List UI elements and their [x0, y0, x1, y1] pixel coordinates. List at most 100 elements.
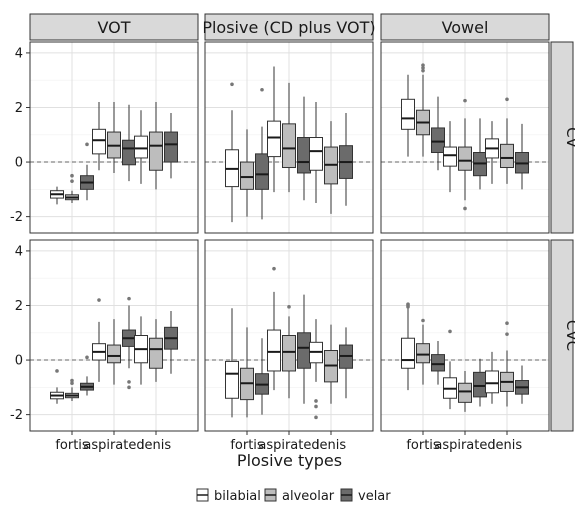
box-velar — [339, 327, 353, 399]
box-iqr — [282, 123, 296, 169]
box-alveolar — [107, 319, 121, 385]
box-alveolar — [149, 102, 163, 190]
outlier-point — [505, 332, 509, 336]
facet-column-label: Vowel — [442, 18, 489, 37]
x-tick-label: aspirated — [258, 438, 319, 453]
box-alveolar — [416, 63, 430, 157]
box-iqr — [164, 131, 178, 163]
box-alveolar — [458, 98, 472, 211]
box-alveolar — [149, 319, 163, 382]
x-tick-label: aspirated — [434, 438, 495, 453]
x-tick-label: lenis — [492, 438, 522, 453]
outlier-point — [127, 296, 131, 301]
box-velar — [473, 118, 487, 190]
box-alveolar — [65, 173, 79, 203]
outlier-point — [463, 206, 467, 211]
x-tick-label: aspirated — [83, 438, 144, 453]
outlier-point — [70, 179, 74, 183]
legend-label: alveolar — [282, 489, 335, 504]
box-velar — [339, 112, 353, 206]
facet-strip-row: CVC — [550, 239, 575, 432]
facet-strip-column: Plosive (CD plus VOT) — [202, 13, 376, 41]
outlier-point — [97, 298, 101, 302]
y-tick-label: 0 — [15, 156, 23, 171]
box-bilabial — [50, 186, 64, 205]
box-velar — [164, 310, 178, 374]
outlier-point — [406, 303, 410, 308]
outlier-point — [314, 399, 318, 403]
box-bilabial — [267, 266, 281, 391]
legend-item: alveolar — [264, 488, 335, 504]
outlier-point — [421, 68, 425, 73]
outlier-point — [70, 381, 74, 386]
outlier-point — [421, 66, 425, 70]
box-iqr — [255, 153, 269, 190]
box-alveolar — [324, 121, 338, 214]
box-bilabial — [485, 351, 499, 404]
panel-border — [380, 41, 550, 234]
box-bilabial — [401, 74, 415, 157]
box-velar — [80, 142, 94, 201]
facet-row-label: CVC — [563, 320, 575, 351]
outlier-point — [230, 82, 234, 87]
box-velar — [255, 87, 269, 220]
x-tick-label: fortis — [230, 438, 264, 453]
box-iqr — [473, 371, 487, 398]
y-tick-label: -2 — [10, 210, 23, 225]
box-iqr — [92, 128, 106, 155]
y-tick-label: 0 — [15, 354, 23, 369]
outlier-point — [272, 266, 276, 271]
outlier-point — [260, 87, 264, 92]
box-velar — [164, 112, 178, 179]
box-bilabial — [309, 102, 323, 203]
box-velar — [515, 123, 529, 190]
box-velar — [297, 294, 311, 404]
box-velar — [297, 96, 311, 201]
box-bilabial — [92, 102, 106, 171]
outlier-point — [421, 318, 425, 323]
panel-border — [29, 41, 199, 234]
box-iqr — [149, 337, 163, 369]
box-iqr — [500, 143, 514, 169]
y-tick-label: 4 — [15, 244, 23, 259]
box-alveolar — [416, 318, 430, 385]
box-iqr — [225, 360, 239, 399]
facet-strip-column: VOT — [29, 13, 199, 41]
x-tick-label: fortis — [406, 438, 440, 453]
box-velar — [80, 355, 94, 396]
facet-strip-background — [204, 13, 374, 41]
box-iqr — [134, 135, 148, 159]
box-bilabial — [485, 121, 499, 184]
y-tick-label: 2 — [15, 101, 23, 116]
legend-label: velar — [358, 489, 391, 504]
y-tick-label: 4 — [15, 46, 23, 61]
facet-column-label: Plosive (CD plus VOT) — [202, 18, 375, 37]
legend-item: velar — [340, 488, 391, 504]
facet-strip-row: CV — [550, 41, 575, 234]
x-tick-label: fortis — [55, 438, 89, 453]
facet-strip-background — [29, 13, 199, 41]
box-velar — [515, 365, 529, 404]
box-iqr — [282, 335, 296, 372]
outlier-point — [55, 369, 59, 373]
outlier-point — [85, 355, 89, 360]
box-alveolar — [458, 370, 472, 412]
x-axis-title: Plosive types — [237, 451, 342, 470]
box-iqr — [458, 382, 472, 403]
box-iqr — [401, 337, 415, 369]
outlier-point — [505, 321, 509, 326]
box-iqr — [431, 354, 445, 372]
box-iqr — [297, 332, 311, 369]
box-bilabial — [443, 329, 457, 410]
box-iqr — [309, 137, 323, 171]
y-tick-label: 2 — [15, 299, 23, 314]
box-velar — [431, 96, 445, 171]
box-alveolar — [282, 305, 296, 399]
box-alveolar — [500, 97, 514, 184]
y-tick-label: -2 — [10, 408, 23, 423]
outlier-point — [127, 380, 131, 384]
box-iqr — [431, 127, 445, 154]
facet-strip-column: Vowel — [380, 13, 550, 41]
x-tick-label: lenis — [316, 438, 346, 453]
